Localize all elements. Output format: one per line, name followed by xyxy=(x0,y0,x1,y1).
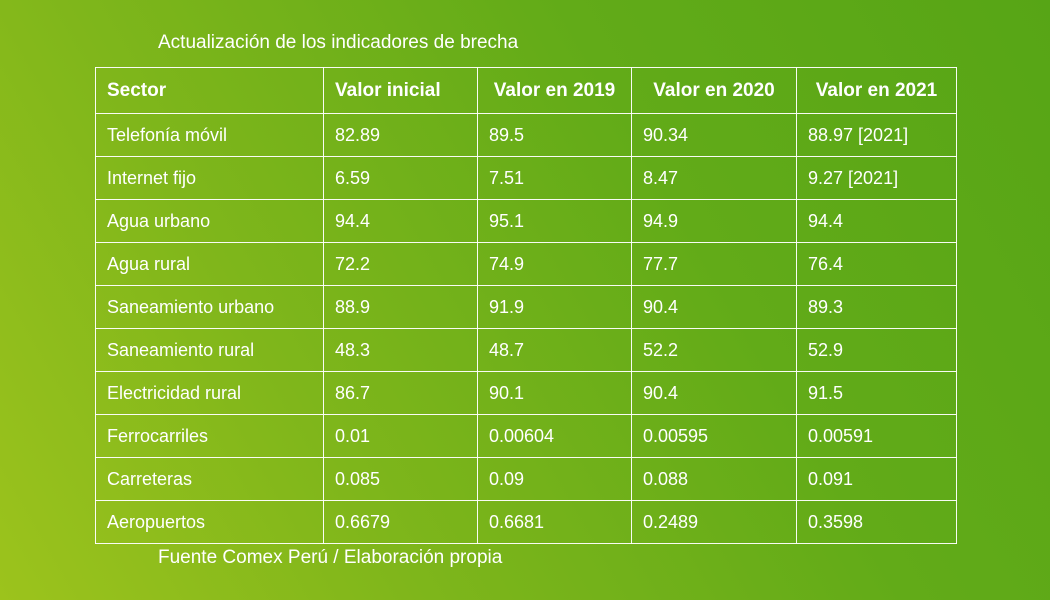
valor-inicial-cell: 48.3 xyxy=(323,328,478,372)
sector-cell: Aeropuertos xyxy=(95,500,324,544)
valor-2021-cell: 76.4 xyxy=(796,242,957,286)
table-title: Actualización de los indicadores de brec… xyxy=(158,32,519,53)
valor-2021-cell: 89.3 xyxy=(796,285,957,329)
valor-2021-cell: 0.3598 xyxy=(796,500,957,544)
valor-2019-cell: 7.51 xyxy=(477,156,632,200)
valor-inicial-cell: 0.6679 xyxy=(323,500,478,544)
valor-inicial-cell: 82.89 xyxy=(323,113,478,157)
header-row: Sector Valor inicial Valor en 2019 Valor… xyxy=(95,67,957,114)
sector-cell: Carreteras xyxy=(95,457,324,501)
table-row: Agua urbano 94.4 95.1 94.9 94.4 xyxy=(95,199,957,243)
valor-2019-cell: 0.00604 xyxy=(477,414,632,458)
valor-2021-cell: 52.9 xyxy=(796,328,957,372)
sector-cell: Telefonía móvil xyxy=(95,113,324,157)
valor-2021-cell: 0.091 xyxy=(796,457,957,501)
valor-2019-cell: 48.7 xyxy=(477,328,632,372)
table-row: Saneamiento rural 48.3 48.7 52.2 52.9 xyxy=(95,328,957,372)
table-row: Aeropuertos 0.6679 0.6681 0.2489 0.3598 xyxy=(95,500,957,544)
column-header-valor-inicial: Valor inicial xyxy=(323,67,478,114)
column-header-sector: Sector xyxy=(95,67,324,114)
valor-2020-cell: 0.088 xyxy=(631,457,797,501)
indicators-table: Sector Valor inicial Valor en 2019 Valor… xyxy=(95,67,957,544)
sector-cell: Electricidad rural xyxy=(95,371,324,415)
valor-2019-cell: 91.9 xyxy=(477,285,632,329)
valor-2021-cell: 88.97 [2021] xyxy=(796,113,957,157)
valor-2019-cell: 95.1 xyxy=(477,199,632,243)
valor-2021-cell: 91.5 xyxy=(796,371,957,415)
column-header-valor-2019: Valor en 2019 xyxy=(477,67,632,114)
table-row: Electricidad rural 86.7 90.1 90.4 91.5 xyxy=(95,371,957,415)
valor-2020-cell: 0.2489 xyxy=(631,500,797,544)
table-row: Telefonía móvil 82.89 89.5 90.34 88.97 [… xyxy=(95,113,957,157)
valor-2021-cell: 9.27 [2021] xyxy=(796,156,957,200)
sector-cell: Ferrocarriles xyxy=(95,414,324,458)
table-row: Saneamiento urbano 88.9 91.9 90.4 89.3 xyxy=(95,285,957,329)
valor-2019-cell: 0.6681 xyxy=(477,500,632,544)
sector-cell: Saneamiento urbano xyxy=(95,285,324,329)
sector-cell: Saneamiento rural xyxy=(95,328,324,372)
table-row: Agua rural 72.2 74.9 77.7 76.4 xyxy=(95,242,957,286)
valor-2020-cell: 90.4 xyxy=(631,371,797,415)
table-row: Internet fijo 6.59 7.51 8.47 9.27 [2021] xyxy=(95,156,957,200)
valor-inicial-cell: 0.085 xyxy=(323,457,478,501)
valor-2019-cell: 90.1 xyxy=(477,371,632,415)
valor-2020-cell: 90.4 xyxy=(631,285,797,329)
table-row: Carreteras 0.085 0.09 0.088 0.091 xyxy=(95,457,957,501)
valor-inicial-cell: 88.9 xyxy=(323,285,478,329)
valor-2020-cell: 94.9 xyxy=(631,199,797,243)
valor-inicial-cell: 0.01 xyxy=(323,414,478,458)
valor-inicial-cell: 94.4 xyxy=(323,199,478,243)
valor-inicial-cell: 72.2 xyxy=(323,242,478,286)
sector-cell: Internet fijo xyxy=(95,156,324,200)
column-header-valor-2021: Valor en 2021 xyxy=(796,67,957,114)
valor-2020-cell: 8.47 xyxy=(631,156,797,200)
table-body: Telefonía móvil 82.89 89.5 90.34 88.97 [… xyxy=(95,113,957,544)
valor-2020-cell: 90.34 xyxy=(631,113,797,157)
valor-inicial-cell: 86.7 xyxy=(323,371,478,415)
valor-2020-cell: 0.00595 xyxy=(631,414,797,458)
valor-2021-cell: 94.4 xyxy=(796,199,957,243)
table-header: Sector Valor inicial Valor en 2019 Valor… xyxy=(95,67,957,114)
source-note: Fuente Comex Perú / Elaboración propia xyxy=(158,547,503,568)
valor-inicial-cell: 6.59 xyxy=(323,156,478,200)
valor-2020-cell: 77.7 xyxy=(631,242,797,286)
indicators-table-container: Sector Valor inicial Valor en 2019 Valor… xyxy=(95,67,957,544)
valor-2019-cell: 89.5 xyxy=(477,113,632,157)
valor-2020-cell: 52.2 xyxy=(631,328,797,372)
valor-2021-cell: 0.00591 xyxy=(796,414,957,458)
table-row: Ferrocarriles 0.01 0.00604 0.00595 0.005… xyxy=(95,414,957,458)
sector-cell: Agua rural xyxy=(95,242,324,286)
column-header-valor-2020: Valor en 2020 xyxy=(631,67,797,114)
valor-2019-cell: 0.09 xyxy=(477,457,632,501)
valor-2019-cell: 74.9 xyxy=(477,242,632,286)
sector-cell: Agua urbano xyxy=(95,199,324,243)
